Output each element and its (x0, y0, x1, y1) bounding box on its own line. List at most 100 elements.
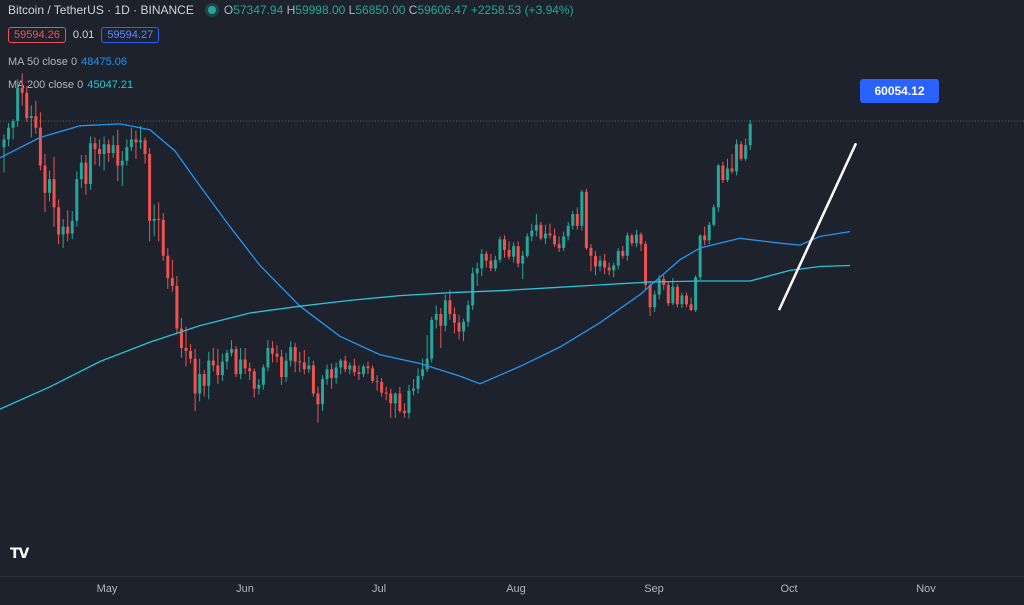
candle-body (216, 365, 220, 376)
candle-body (311, 365, 315, 394)
candle-body (116, 145, 120, 166)
candle-body (443, 300, 447, 326)
candle-body (79, 162, 83, 180)
candle-body (616, 250, 620, 266)
candle-body (184, 347, 188, 351)
candle-body (607, 267, 611, 271)
candle-body (694, 277, 698, 311)
candle-body (412, 388, 415, 391)
high-value: 59998.00 (295, 3, 346, 17)
candle-body (257, 384, 261, 389)
ma50-legend[interactable]: MA 50 close 0 48475.06 (8, 56, 127, 68)
candle-body (38, 127, 42, 166)
candle-body (685, 295, 688, 305)
candles-group (2, 73, 752, 423)
candle-body (107, 144, 111, 153)
candle-body (270, 347, 274, 354)
candle-body (70, 220, 74, 234)
candle-body (202, 374, 206, 386)
candle-body (248, 368, 252, 372)
change-value: +2258.53 (+3.94%) (470, 3, 574, 17)
candle-body (489, 260, 493, 269)
x-tick-label: Sep (644, 583, 664, 595)
candle-body (93, 143, 97, 150)
candle-body (439, 314, 443, 326)
x-tick-label: Nov (916, 583, 936, 595)
symbol-title[interactable]: Bitcoin / TetherUS · 1D · BINANCE (8, 3, 194, 17)
candle-body (744, 145, 748, 159)
candle-body (193, 358, 197, 394)
candle-body (571, 214, 575, 226)
candle-body (389, 393, 393, 404)
candle-body (88, 143, 92, 185)
candle-body (712, 207, 716, 225)
candle-body (630, 235, 634, 244)
trendline-drawing[interactable] (777, 142, 858, 311)
candle-body (225, 352, 229, 362)
x-axis: May Jun Jul Aug Sep Oct Nov (0, 576, 1024, 605)
candle-body (102, 144, 106, 154)
candle-body (325, 369, 329, 379)
candle-body (448, 300, 452, 314)
candle-body (98, 149, 102, 154)
close-value: 59606.47 (417, 3, 468, 17)
candle-body (493, 259, 497, 269)
candle-body (689, 304, 693, 311)
legend-row-main: Bitcoin / TetherUS · 1D · BINANCE O57347… (8, 3, 574, 17)
candle-body (52, 179, 56, 208)
candle-body (634, 234, 638, 244)
candle-body (457, 322, 461, 332)
candle-body (621, 250, 625, 256)
candle-body (334, 367, 338, 379)
candle-body (2, 139, 6, 148)
candlestick-chart[interactable] (0, 0, 1024, 576)
candle-body (220, 361, 224, 376)
candle-body (748, 123, 752, 146)
candle-body (534, 224, 538, 231)
candle-body (66, 226, 70, 234)
candle-body (703, 235, 707, 241)
candle-body (143, 140, 147, 154)
candle-body (484, 253, 488, 261)
buy-button[interactable]: 59594.27 (101, 27, 160, 43)
ma200-line (0, 264, 851, 410)
candle-body (530, 230, 534, 237)
candle-body (366, 366, 370, 369)
candle-body (716, 165, 720, 208)
candle-body (644, 244, 648, 285)
close-label: C (408, 3, 418, 17)
candle-body (316, 393, 320, 405)
candle-body (566, 225, 570, 237)
candle-body (339, 360, 343, 368)
candle-body (589, 248, 593, 256)
candle-body (198, 374, 202, 394)
candle-body (357, 372, 361, 375)
candle-body (471, 273, 475, 306)
candle-body (384, 392, 388, 394)
candle-body (61, 226, 65, 235)
candle-body (25, 92, 29, 119)
candle-body (230, 348, 233, 353)
candle-body (671, 286, 675, 304)
candle-body (343, 360, 347, 370)
candle-body (657, 279, 661, 295)
candle-body (275, 353, 279, 357)
sell-button[interactable]: 59594.26 (8, 27, 66, 43)
spread-value: 0.01 (72, 29, 95, 41)
x-tick-label: Jun (236, 583, 254, 595)
candle-body (480, 253, 484, 269)
candle-body (261, 367, 265, 385)
candle-body (161, 219, 165, 256)
candle-body (452, 314, 456, 323)
tradingview-logo-icon[interactable]: TV (10, 546, 29, 562)
candle-body (653, 294, 657, 308)
candle-body (157, 218, 161, 220)
candle-body (730, 168, 734, 172)
candle-body (735, 144, 739, 172)
candle-body (352, 365, 356, 373)
candle-body (721, 165, 725, 181)
open-value: 57347.94 (233, 3, 284, 17)
candle-body (361, 366, 365, 375)
candle-body (680, 295, 684, 305)
candle-body (575, 214, 579, 226)
